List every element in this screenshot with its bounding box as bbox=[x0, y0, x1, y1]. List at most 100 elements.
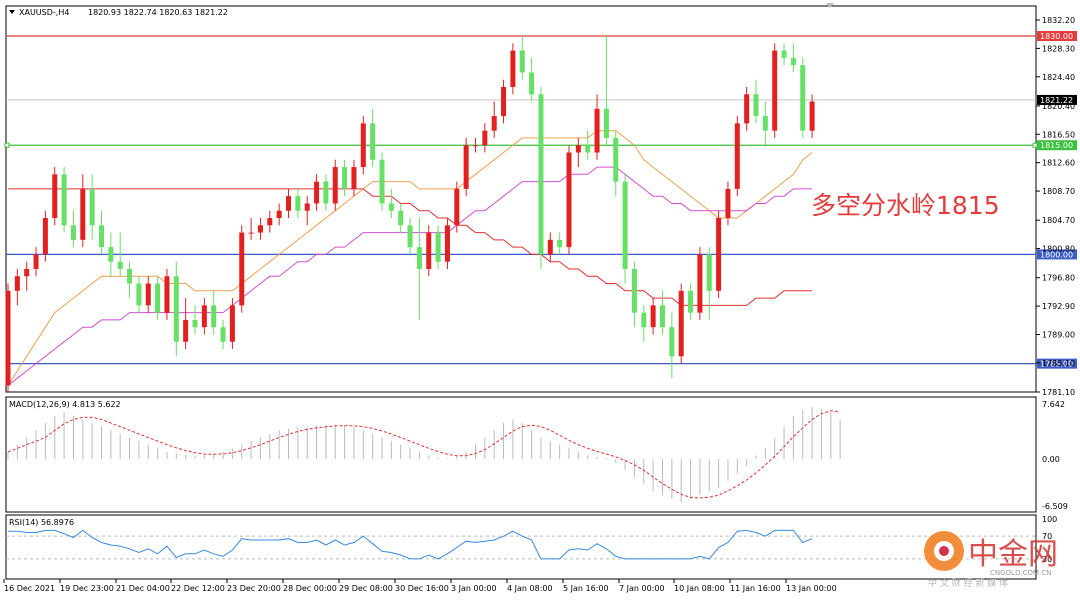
macd-tick-label: -6.509 bbox=[1042, 502, 1068, 511]
candle-body bbox=[398, 210, 404, 226]
time-tick-label: 29 Dec 08:00 bbox=[339, 584, 393, 593]
time-tick-label: 5 Jan 16:00 bbox=[563, 584, 609, 593]
candle-body bbox=[557, 239, 563, 248]
candle-body bbox=[762, 116, 768, 131]
rsi-tick-label: 100 bbox=[1042, 515, 1057, 524]
level-price-label: 1800.00 bbox=[1040, 250, 1073, 259]
time-axis: 16 Dec 2021 19 Dec 23:00 21 Dec 04:00 22 De… bbox=[3, 579, 837, 593]
macd-tick-label: 7.642 bbox=[1042, 400, 1065, 409]
price-axis: 1832.20 1828.30 1824.40 1820.40 1816.50 1812.… bbox=[1036, 16, 1075, 397]
price-tick-label: 1824.40 bbox=[1042, 73, 1075, 82]
time-tick-label: 22 Dec 12:00 bbox=[171, 584, 225, 593]
candle-body bbox=[379, 159, 385, 204]
rsi-label: RSI(14) 56.8976 bbox=[9, 518, 74, 527]
level-price-box bbox=[1037, 31, 1077, 42]
time-tick-label: 11 Jan 16:00 bbox=[730, 584, 781, 593]
candle-body bbox=[772, 50, 778, 131]
time-tick-label: 10 Jan 08:00 bbox=[674, 584, 725, 593]
macd-axis: 7.642 0.00 -6.509 bbox=[1042, 400, 1068, 511]
candle-body bbox=[501, 86, 507, 117]
candle-body bbox=[688, 290, 694, 313]
candle-body bbox=[33, 254, 39, 269]
time-tick-label: 16 Dec 2021 bbox=[4, 584, 55, 593]
moving-average-line bbox=[8, 188, 813, 306]
candle-body bbox=[734, 123, 740, 189]
candle-body bbox=[360, 123, 366, 168]
price-tick-label: 1792.90 bbox=[1042, 302, 1075, 311]
candle-body bbox=[14, 276, 20, 291]
candle-body bbox=[585, 145, 591, 153]
current-price-label: 1821.22 bbox=[1040, 96, 1073, 105]
rsi-tick-label: 30 bbox=[1042, 555, 1052, 564]
candle-body bbox=[42, 218, 48, 255]
macd-label: MACD(12,26,9) 4.813 5.622 bbox=[9, 400, 121, 409]
candle-body bbox=[145, 283, 151, 306]
candle-body bbox=[257, 225, 263, 233]
rsi-lines bbox=[6, 529, 1036, 560]
price-tick-label: 1820.40 bbox=[1042, 102, 1075, 111]
time-tick-label: 19 Dec 23:00 bbox=[60, 584, 114, 593]
rsi-panel bbox=[5, 514, 1037, 580]
candle-body bbox=[641, 312, 647, 328]
price-tick-label: 1812.60 bbox=[1042, 159, 1075, 168]
candle-body bbox=[660, 305, 665, 328]
price-tick-label: 1808.70 bbox=[1042, 187, 1075, 196]
candle-body bbox=[407, 225, 413, 248]
price-tick-label: 1832.20 bbox=[1042, 16, 1075, 25]
candle-body bbox=[314, 181, 320, 204]
candle-body bbox=[463, 145, 469, 189]
time-tick-label: 21 Dec 04:00 bbox=[116, 584, 170, 593]
candle-body bbox=[716, 218, 722, 291]
time-tick-label: 7 Jan 00:00 bbox=[619, 584, 665, 593]
candle-body bbox=[201, 305, 207, 328]
candle-body bbox=[538, 94, 544, 255]
candle-body bbox=[239, 232, 245, 306]
level-handle-icon[interactable] bbox=[1032, 142, 1038, 148]
candle-body bbox=[127, 268, 133, 284]
candle-body bbox=[678, 290, 684, 357]
candle-body bbox=[454, 188, 460, 226]
ohlc-label: 1820.93 1822.74 1820.63 1821.22 bbox=[88, 8, 228, 17]
macd-tick-label: 0.00 bbox=[1042, 455, 1060, 464]
level-handle-icon[interactable] bbox=[4, 142, 10, 148]
candle-body bbox=[304, 203, 310, 211]
menu-triangle-icon[interactable] bbox=[9, 10, 15, 14]
candle-body bbox=[519, 50, 525, 73]
candle-body bbox=[323, 181, 329, 204]
candle-body bbox=[248, 232, 254, 234]
candle-body bbox=[482, 130, 488, 146]
symbol-label: XAUUSD-,H4 bbox=[19, 8, 69, 17]
price-tick-label: 1804.70 bbox=[1042, 216, 1075, 225]
time-tick-label: 13 Jan 00:00 bbox=[786, 584, 837, 593]
candle-body bbox=[566, 152, 572, 248]
level-lines: 1830.00 1815.00 1800.00 1785.00 1821.22 bbox=[4, 31, 1077, 369]
candle-body bbox=[117, 261, 123, 269]
candle-body bbox=[510, 50, 516, 87]
candle-body bbox=[89, 188, 95, 226]
level-price-label: 1830.00 bbox=[1040, 32, 1073, 41]
time-tick-label: 30 Dec 16:00 bbox=[395, 584, 449, 593]
candle-body bbox=[173, 276, 179, 342]
candle-body bbox=[753, 94, 759, 117]
candle-body bbox=[575, 145, 581, 153]
candle-body bbox=[547, 239, 553, 255]
price-tick-label: 1800.80 bbox=[1042, 245, 1075, 254]
candle-body bbox=[706, 254, 712, 291]
level-price-box bbox=[1037, 249, 1077, 260]
time-tick-label: 23 Dec 20:00 bbox=[227, 584, 281, 593]
level-price-box bbox=[1037, 140, 1077, 151]
macd-signal-line bbox=[7, 410, 841, 499]
candle-body bbox=[594, 108, 600, 153]
candle-body bbox=[99, 225, 104, 248]
candle-body bbox=[286, 196, 291, 211]
candle-body bbox=[192, 319, 198, 328]
annotation-text: 多空分水岭1815 bbox=[811, 191, 1000, 220]
candle-body bbox=[5, 290, 11, 386]
candle-body bbox=[342, 167, 348, 189]
level-price-label: 1785.00 bbox=[1040, 360, 1073, 369]
moving-average-line bbox=[7, 130, 813, 386]
tagline-text: 中 文 财 经 新 媒 体 bbox=[928, 577, 1008, 589]
candle-body bbox=[622, 181, 628, 269]
candle-body bbox=[416, 247, 422, 269]
